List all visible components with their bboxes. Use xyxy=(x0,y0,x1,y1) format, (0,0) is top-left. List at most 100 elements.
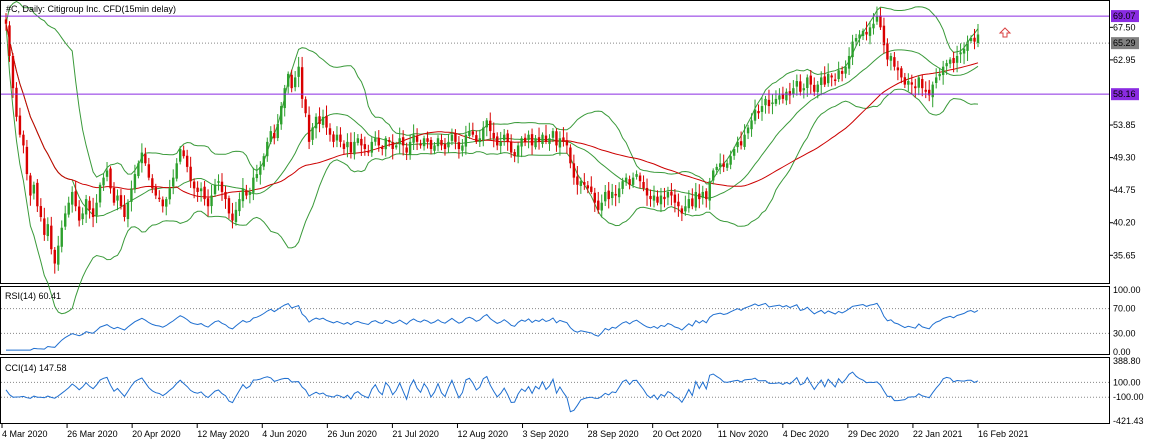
candle xyxy=(178,149,182,162)
candle xyxy=(590,186,593,192)
candle xyxy=(217,181,220,183)
candle xyxy=(565,140,569,146)
candle xyxy=(394,145,398,148)
x-tick-label: 4 Mar 2020 xyxy=(2,429,48,439)
candle xyxy=(339,134,342,142)
x-tick-label: 20 Apr 2020 xyxy=(132,429,181,439)
candle xyxy=(610,191,614,199)
candle xyxy=(231,213,234,221)
candle xyxy=(15,87,18,117)
candle xyxy=(126,202,130,220)
candle xyxy=(896,67,900,71)
candle xyxy=(88,200,91,210)
candle xyxy=(600,202,603,211)
candle xyxy=(830,75,833,78)
candle xyxy=(266,141,269,157)
candle xyxy=(509,141,513,153)
rsi-label: RSI(14) 60.41 xyxy=(5,291,61,301)
candle xyxy=(154,187,158,196)
up-arrow-icon xyxy=(998,27,1012,38)
candle xyxy=(736,141,739,148)
candle xyxy=(645,187,649,196)
candle xyxy=(311,127,314,140)
candle xyxy=(213,184,217,195)
cci-tick-label: -421.43 xyxy=(1113,416,1144,426)
candle xyxy=(558,138,562,148)
candle xyxy=(412,134,415,143)
candle xyxy=(192,181,196,189)
candle xyxy=(140,152,144,164)
candle xyxy=(607,190,610,200)
candle xyxy=(461,145,464,151)
candle xyxy=(924,89,927,92)
candle xyxy=(739,141,743,146)
candle xyxy=(952,57,955,64)
candle xyxy=(415,136,419,142)
candle xyxy=(691,198,694,207)
candle xyxy=(962,48,966,54)
candles xyxy=(4,6,980,274)
bollinger-bands xyxy=(5,0,979,315)
candle xyxy=(297,66,300,77)
candle xyxy=(43,218,46,235)
candle xyxy=(224,191,227,200)
candle xyxy=(872,23,875,29)
candle xyxy=(286,73,290,87)
candle xyxy=(941,66,945,76)
candle xyxy=(673,194,677,203)
candle xyxy=(32,184,36,194)
candle xyxy=(67,202,70,215)
candle xyxy=(39,206,43,218)
candle xyxy=(579,181,583,186)
level-badge xyxy=(1111,88,1139,101)
candle xyxy=(496,136,499,146)
candle xyxy=(583,182,586,185)
x-tick-label: 29 Dec 2020 xyxy=(848,429,899,439)
candle xyxy=(398,138,401,144)
candle xyxy=(806,77,809,89)
candle xyxy=(722,163,725,167)
candle xyxy=(586,185,590,189)
x-tick-label: 28 Sep 2020 xyxy=(588,429,639,439)
candle xyxy=(931,84,934,98)
candle xyxy=(353,141,356,155)
x-tick-label: 20 Oct 2020 xyxy=(653,429,702,439)
cci-tick-label: -100.00 xyxy=(1113,392,1144,402)
candle xyxy=(948,59,952,64)
candle xyxy=(70,191,74,205)
candle xyxy=(234,209,238,223)
candle xyxy=(50,225,53,250)
candle xyxy=(273,133,276,139)
candle xyxy=(851,41,854,58)
candle xyxy=(826,73,830,84)
candle xyxy=(746,127,750,134)
candle xyxy=(516,145,520,157)
candle xyxy=(764,98,767,106)
candle xyxy=(868,27,872,36)
candle xyxy=(276,123,279,139)
candle xyxy=(74,191,77,207)
candle xyxy=(349,142,353,153)
candle xyxy=(631,177,635,185)
candle xyxy=(823,76,826,85)
candle xyxy=(666,191,670,198)
candle xyxy=(84,199,88,215)
candle xyxy=(628,179,631,185)
candle xyxy=(391,142,394,150)
candle xyxy=(541,134,544,144)
candle xyxy=(262,156,266,167)
candle xyxy=(788,91,792,96)
candle xyxy=(325,115,328,128)
candle xyxy=(283,88,286,109)
rsi-panel-frame xyxy=(0,286,1110,355)
candle xyxy=(36,182,39,207)
candle xyxy=(370,141,374,153)
candle xyxy=(718,163,722,168)
candle xyxy=(18,115,22,135)
candle xyxy=(280,106,283,125)
candle xyxy=(715,166,718,170)
candle xyxy=(729,156,732,165)
candle xyxy=(624,177,628,183)
